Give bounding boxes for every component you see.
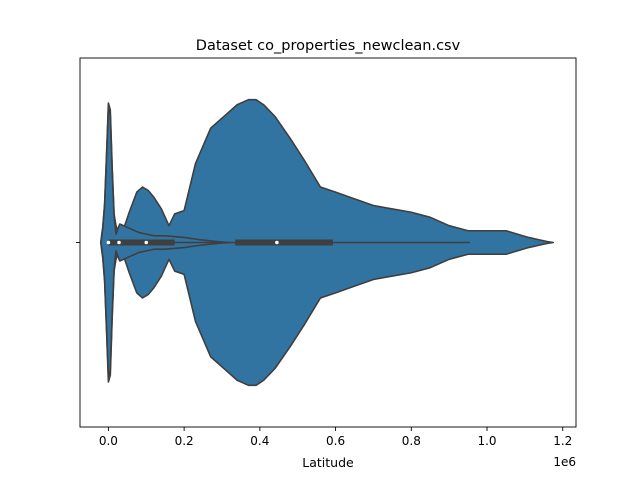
median-point-1 [106,240,111,245]
x-tick-label: 1.2 [553,434,572,448]
plot-area [100,98,555,387]
axes: 0.0 0.2 0.4 0.6 0.8 1.0 1.2 [76,57,577,448]
median-point-2 [117,240,121,245]
box-iqr-1 [108,239,175,246]
x-tick-label: 0.8 [402,434,421,448]
x-axis-label: Latitude [302,455,354,470]
box-iqr-2 [235,239,333,246]
x-tick-label: 0.2 [175,434,194,448]
median-point-4 [275,240,279,245]
x-tick-label: 0.6 [326,434,345,448]
median-point-3 [144,240,149,245]
x-tick-label: 0.0 [99,434,118,448]
x-tick-label: 1.0 [477,434,496,448]
chart-title: Dataset co_properties_newclean.csv [196,38,461,54]
x-tick-label: 0.4 [250,434,269,448]
x-axis-offset-label: 1e6 [553,455,576,469]
